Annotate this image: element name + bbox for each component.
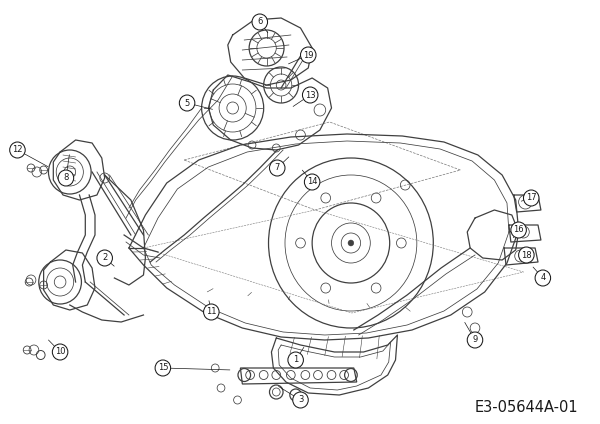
Circle shape xyxy=(293,392,308,408)
Circle shape xyxy=(523,190,539,206)
Circle shape xyxy=(518,247,534,263)
Text: 12: 12 xyxy=(12,145,23,154)
Circle shape xyxy=(467,332,483,348)
Text: 16: 16 xyxy=(514,226,524,234)
Text: 6: 6 xyxy=(257,17,262,26)
Text: E3-05644A-01: E3-05644A-01 xyxy=(475,401,578,416)
Text: 7: 7 xyxy=(275,164,280,173)
Text: 15: 15 xyxy=(158,363,168,373)
Circle shape xyxy=(10,142,25,158)
Text: 18: 18 xyxy=(521,251,532,259)
Circle shape xyxy=(97,250,112,266)
Circle shape xyxy=(348,240,354,246)
Circle shape xyxy=(302,87,318,103)
Circle shape xyxy=(304,174,320,190)
Circle shape xyxy=(301,47,316,63)
Text: 11: 11 xyxy=(206,307,217,316)
Text: 2: 2 xyxy=(102,254,107,262)
Circle shape xyxy=(288,352,304,368)
Text: 4: 4 xyxy=(540,273,545,282)
Circle shape xyxy=(179,95,195,111)
Text: 3: 3 xyxy=(298,396,303,404)
Circle shape xyxy=(269,160,285,176)
Circle shape xyxy=(52,344,68,360)
Text: 9: 9 xyxy=(472,335,478,344)
Text: 14: 14 xyxy=(307,178,317,187)
Text: 13: 13 xyxy=(305,90,316,100)
Circle shape xyxy=(155,360,170,376)
Text: 17: 17 xyxy=(526,193,536,203)
Circle shape xyxy=(535,270,551,286)
Circle shape xyxy=(203,304,219,320)
Circle shape xyxy=(252,14,268,30)
Circle shape xyxy=(511,222,526,238)
Circle shape xyxy=(58,170,74,186)
Text: 19: 19 xyxy=(303,50,314,59)
Text: 5: 5 xyxy=(184,98,190,108)
Text: 1: 1 xyxy=(293,355,298,365)
Text: 8: 8 xyxy=(63,173,68,182)
Text: 10: 10 xyxy=(55,348,65,357)
